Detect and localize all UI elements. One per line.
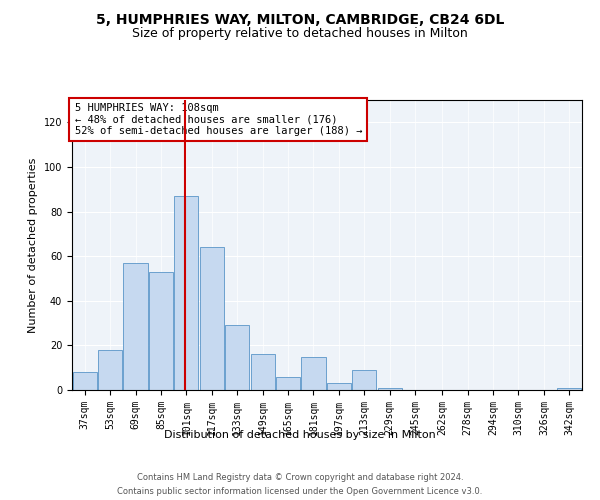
Bar bbox=[276, 376, 300, 390]
Bar bbox=[73, 372, 97, 390]
Text: Contains HM Land Registry data © Crown copyright and database right 2024.: Contains HM Land Registry data © Crown c… bbox=[137, 473, 463, 482]
Bar bbox=[149, 272, 173, 390]
Text: 5, HUMPHRIES WAY, MILTON, CAMBRIDGE, CB24 6DL: 5, HUMPHRIES WAY, MILTON, CAMBRIDGE, CB2… bbox=[96, 12, 504, 26]
Bar bbox=[557, 388, 581, 390]
Bar bbox=[225, 326, 250, 390]
Text: Distribution of detached houses by size in Milton: Distribution of detached houses by size … bbox=[164, 430, 436, 440]
Y-axis label: Number of detached properties: Number of detached properties bbox=[28, 158, 38, 332]
Text: Size of property relative to detached houses in Milton: Size of property relative to detached ho… bbox=[132, 28, 468, 40]
Bar bbox=[327, 384, 351, 390]
Bar bbox=[377, 388, 402, 390]
Bar bbox=[301, 356, 326, 390]
Bar bbox=[175, 196, 199, 390]
Bar bbox=[200, 247, 224, 390]
Text: 5 HUMPHRIES WAY: 108sqm
← 48% of detached houses are smaller (176)
52% of semi-d: 5 HUMPHRIES WAY: 108sqm ← 48% of detache… bbox=[74, 103, 362, 136]
Bar bbox=[251, 354, 275, 390]
Text: Contains public sector information licensed under the Open Government Licence v3: Contains public sector information licen… bbox=[118, 486, 482, 496]
Bar bbox=[352, 370, 376, 390]
Bar bbox=[98, 350, 122, 390]
Bar bbox=[124, 263, 148, 390]
